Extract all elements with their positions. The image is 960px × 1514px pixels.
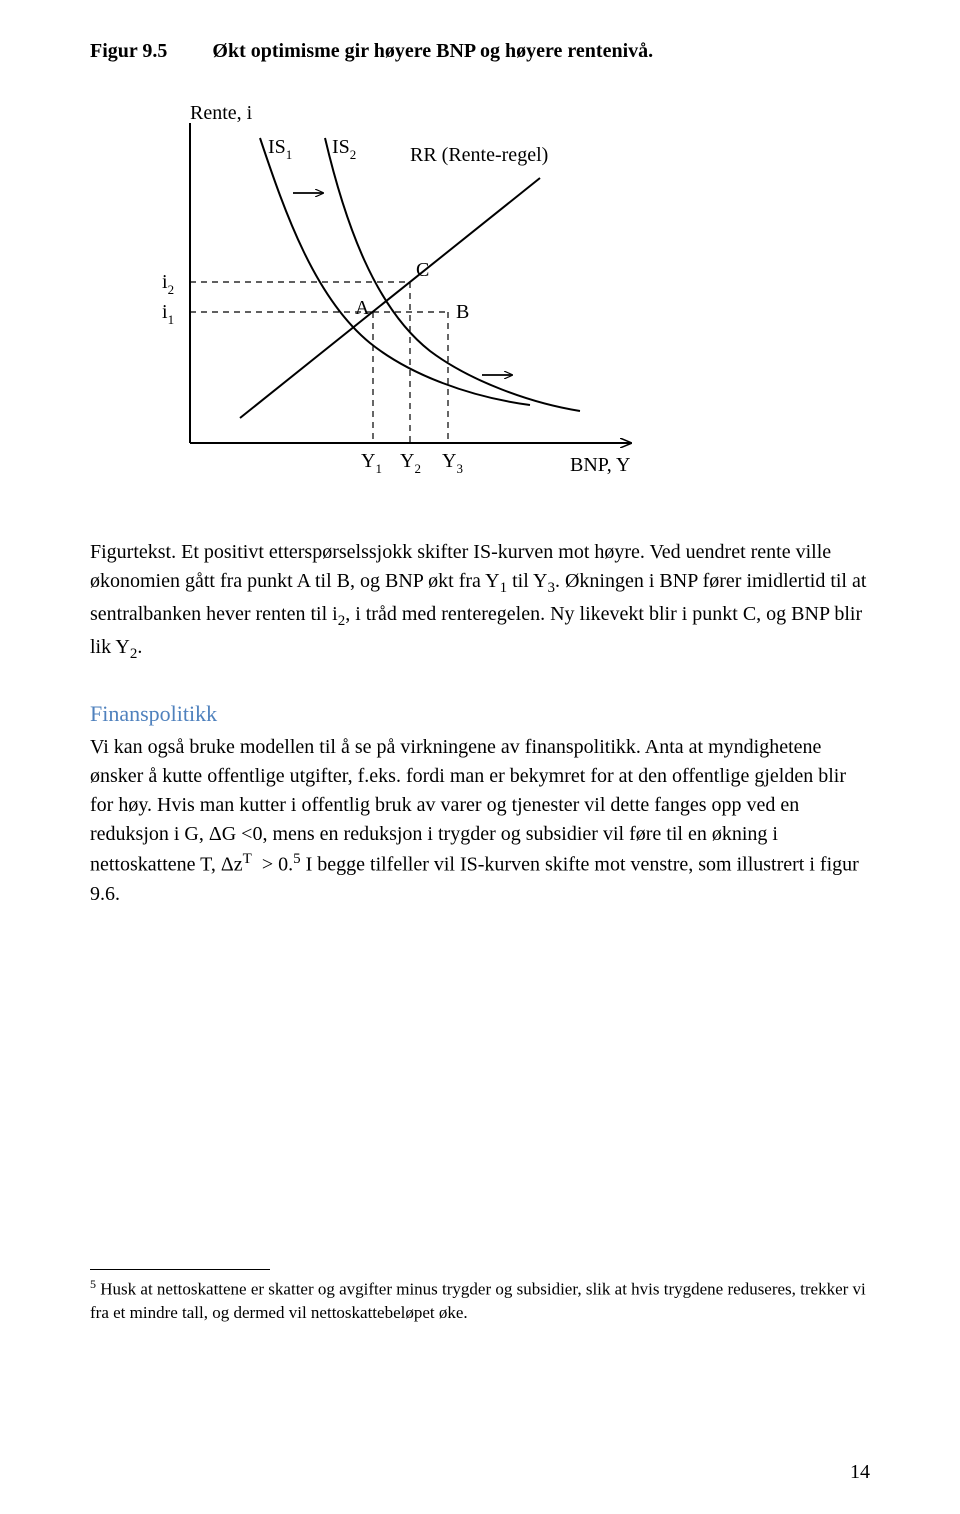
svg-text:Y3: Y3	[442, 450, 463, 476]
section-heading: Finanspolitikk	[90, 701, 870, 727]
diagram-svg: Rente, i BNP, Y IS1 IS2 RR (Rente-regel) i1 i2…	[110, 83, 670, 503]
svg-text:i1: i1	[162, 301, 174, 327]
svg-text:Y2: Y2	[400, 450, 421, 476]
svg-text:Y1: Y1	[361, 450, 382, 476]
svg-text:IS1: IS1	[268, 136, 292, 162]
svg-text:C: C	[416, 259, 429, 281]
svg-text:B: B	[456, 301, 469, 323]
footnote: 5 Husk at nettoskattene er skatter og av…	[90, 1276, 870, 1325]
svg-text:BNP, Y: BNP, Y	[570, 454, 630, 476]
figure-number: Figur 9.5	[90, 40, 167, 62]
page-number: 14	[850, 1461, 870, 1484]
figure-caption-title: Økt optimisme gir høyere BNP og høyere r…	[212, 40, 653, 62]
footnote-separator	[90, 1269, 270, 1270]
footnote-number: 5	[90, 1277, 96, 1291]
svg-text:RR (Rente-regel): RR (Rente-regel)	[410, 144, 548, 166]
svg-text:IS2: IS2	[332, 136, 356, 162]
page: Figur 9.5 Økt optimisme gir høyere BNP o…	[0, 0, 960, 1514]
svg-text:A: A	[355, 297, 370, 319]
economics-diagram: Rente, i BNP, Y IS1 IS2 RR (Rente-regel) i1 i2…	[110, 83, 870, 508]
figure-caption-text: Figurtekst. Et positivt etterspørselssjo…	[90, 538, 870, 665]
footnote-text: Husk at nettoskattene er skatter og avgi…	[90, 1280, 866, 1322]
svg-text:i2: i2	[162, 271, 174, 297]
figure-title: Figur 9.5 Økt optimisme gir høyere BNP o…	[90, 40, 870, 63]
svg-text:Rente, i: Rente, i	[190, 102, 253, 124]
body-paragraph: Vi kan også bruke modellen til å se på v…	[90, 733, 870, 909]
